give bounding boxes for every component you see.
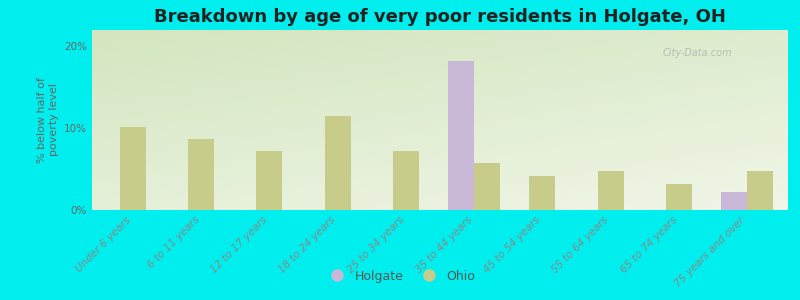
Bar	[474, 163, 500, 210]
Bar	[598, 171, 623, 210]
Y-axis label: % below half of
poverty level: % below half of poverty level	[37, 77, 58, 163]
Bar	[120, 127, 146, 210]
Bar	[393, 151, 419, 210]
Bar	[325, 116, 350, 210]
Bar	[666, 184, 692, 210]
Bar	[188, 139, 214, 210]
Bar	[721, 192, 747, 210]
Title: Breakdown by age of very poor residents in Holgate, OH: Breakdown by age of very poor residents …	[154, 8, 726, 26]
Bar	[530, 176, 555, 210]
Bar	[747, 171, 773, 210]
Text: City-Data.com: City-Data.com	[662, 48, 732, 59]
Legend: Holgate, Ohio: Holgate, Ohio	[320, 265, 480, 288]
Bar	[448, 61, 474, 210]
Bar	[257, 151, 282, 210]
